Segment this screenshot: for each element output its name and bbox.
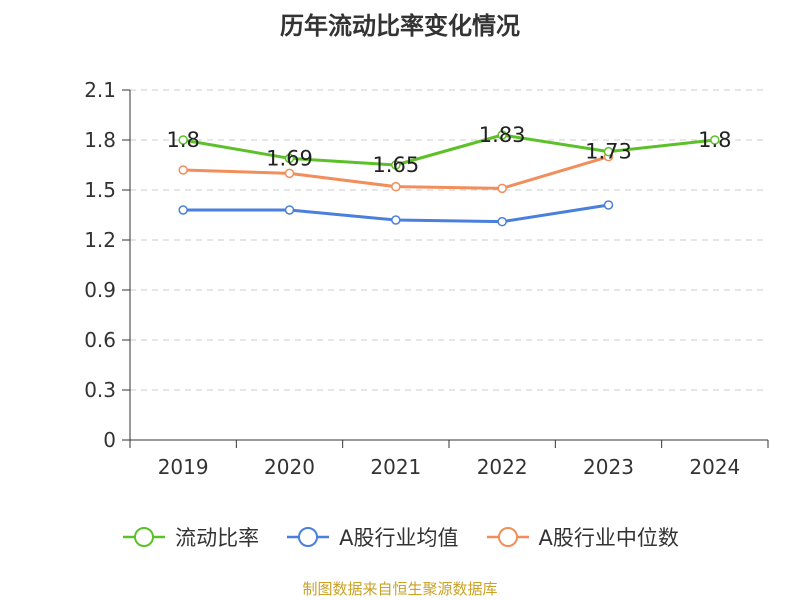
x-tick-label: 2023 [583,455,634,479]
data-point [284,205,295,215]
data-label: 1.8 [166,128,199,152]
source-note: 制图数据来自恒生聚源数据库 [302,580,498,598]
data-point [391,181,401,192]
data-point [497,216,507,227]
y-tick-label: 1.5 [84,178,116,202]
legend-label: A股行业中位数 [538,526,679,550]
series-lines [178,130,720,227]
data-point [497,130,507,140]
legend-marker [134,527,155,547]
chart-title: 历年流动比率变化情况 [280,12,520,40]
y-tick-label: 0.6 [84,328,116,352]
y-tick-label: 0.3 [84,378,116,402]
data-point [603,200,614,210]
data-label: 1.73 [585,140,632,164]
data-label: 1.65 [372,153,419,177]
data-point [178,165,188,175]
legend-label: 流动比率 [175,526,260,550]
data-point [710,135,720,145]
y-tick-label: 0 [103,428,116,452]
legend-swatch [287,527,330,547]
data-point [603,146,614,157]
data-label: 1.69 [266,146,313,170]
data-point [284,153,295,164]
series-line [182,133,715,167]
y-tick-label: 0.9 [84,278,116,302]
x-tick-label: 2024 [689,455,740,479]
y-tick-label: 1.2 [84,228,116,252]
legend-label: A股行业均值 [339,526,459,550]
data-point [391,215,401,225]
x-tick-label: 2021 [370,455,421,479]
legend-item[interactable]: 流动比率 [121,522,259,552]
x-tick-label: 2020 [264,455,315,479]
data-point [178,205,188,215]
legend-item[interactable]: A股行业中位数 [485,522,679,552]
grid-lines [130,89,768,391]
data-labels: 1.8 1.69 1.65 1.83 1.73 1.8 [166,123,731,177]
legend-item[interactable]: A股行业均值 [285,522,459,552]
legend-marker [497,527,518,547]
data-point [497,183,507,194]
data-point [391,160,401,170]
data-label: 1.8 [698,128,731,152]
legend-swatch [123,527,166,547]
y-tick-label: 2.1 [84,78,116,102]
axes: 0 0.3 0.6 0.9 1.2 1.5 1.8 2.1 2019 2020 2021 2022 20… [84,78,769,479]
data-point [178,135,188,145]
legend: 流动比率 A股行业均值 A股行业中位数 [0,520,800,554]
data-label: 1.83 [479,123,526,147]
x-tick-label: 2019 [158,455,209,479]
y-tick-label: 1.8 [84,128,116,152]
legend-swatch [486,527,529,547]
x-tick-label: 2022 [477,455,528,479]
data-point [284,168,295,179]
legend-marker [298,527,319,547]
